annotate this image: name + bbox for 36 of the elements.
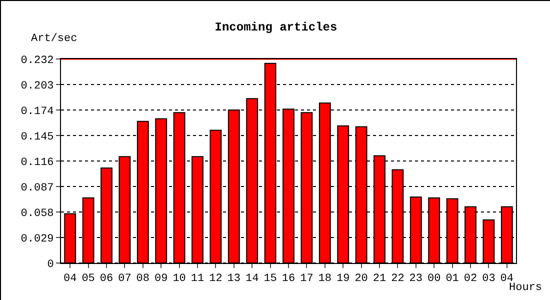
x-tick-label: 01	[446, 273, 460, 286]
x-tick-label: 04	[64, 273, 78, 286]
x-tick-label: 15	[264, 273, 277, 286]
x-tick-label: 06	[100, 273, 114, 286]
x-tick-label: 17	[300, 273, 314, 286]
x-tick-label: 20	[354, 273, 368, 286]
y-tick-label: 0.087	[20, 182, 54, 194]
y-tick-label: 0.116	[20, 156, 54, 169]
x-tick-label: 09	[154, 273, 168, 286]
x-tick-label: 03	[482, 273, 496, 286]
y-tick-label: 0.058	[20, 208, 54, 220]
x-tick-label: 23	[409, 273, 422, 286]
x-tick-label: 12	[209, 273, 222, 286]
y-tick-label: 0.232	[20, 54, 54, 67]
x-axis-title: Hours	[509, 282, 542, 294]
y-axis-title: Art/sec	[31, 33, 78, 45]
y-tick-label: 0.029	[20, 233, 54, 246]
x-tick-label: 08	[136, 273, 150, 286]
chart-title: Incoming articles	[214, 20, 338, 34]
y-tick-label: 0	[47, 258, 54, 271]
x-tick-label: 00	[428, 273, 441, 286]
x-tick-label: 13	[227, 273, 240, 286]
x-tick-label: 21	[372, 273, 386, 286]
x-tick-label: 05	[82, 273, 95, 286]
y-tick-label: 0.174	[20, 106, 54, 118]
x-tick-label: 19	[336, 273, 350, 286]
y-tick-label: 0.145	[20, 131, 54, 144]
y-tick-label: 0.203	[20, 80, 54, 92]
x-tick-label: 16	[282, 273, 296, 286]
x-tick-label: 02	[464, 273, 478, 286]
x-tick-label: 22	[391, 273, 404, 286]
x-tick-label: 07	[118, 273, 132, 286]
x-tick-label: 18	[318, 273, 332, 286]
x-tick-label: 11	[190, 273, 204, 286]
x-tick-label: 14	[246, 273, 260, 286]
x-tick-label: 10	[172, 273, 186, 286]
